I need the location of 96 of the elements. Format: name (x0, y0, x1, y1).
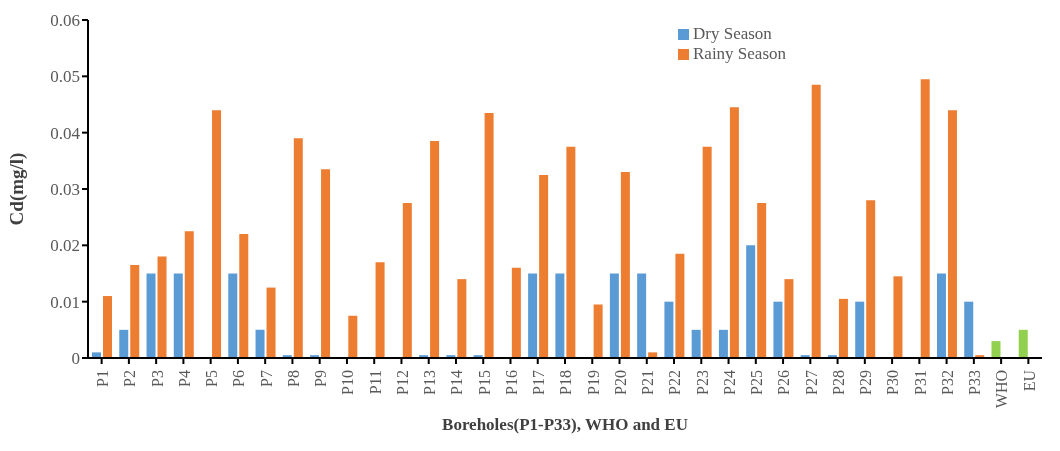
bar (484, 112, 494, 358)
legend-label: Dry Season (693, 24, 772, 44)
bar (457, 279, 467, 358)
x-tick-label: P31 (911, 370, 929, 395)
bar (757, 203, 767, 358)
x-tick-label: P20 (611, 370, 629, 395)
bar (991, 341, 1001, 358)
bar (130, 265, 140, 358)
bar (1018, 329, 1028, 358)
bar (212, 110, 222, 358)
bar (920, 79, 930, 358)
x-tick-label: P28 (829, 370, 847, 395)
bar (430, 141, 440, 358)
bar (293, 138, 303, 358)
bar (103, 296, 112, 358)
bar (675, 253, 685, 358)
bar (539, 174, 549, 358)
bar (811, 84, 821, 358)
y-tick-label: 0.05 (50, 67, 80, 87)
x-tick-label: P13 (421, 370, 439, 395)
bar (321, 169, 331, 358)
x-tick-label: P17 (530, 370, 548, 395)
x-tick-label: P27 (802, 370, 820, 395)
x-tick-label: P1 (93, 370, 111, 387)
x-tick-label: P9 (312, 370, 330, 387)
bar (773, 301, 783, 358)
bar (173, 273, 183, 358)
bar (784, 279, 794, 358)
bar (239, 234, 249, 358)
x-tick-label: P10 (339, 370, 357, 395)
x-tick-label: P3 (148, 370, 166, 387)
bar (375, 262, 385, 358)
bar (593, 304, 603, 358)
x-tick-label: P32 (938, 370, 956, 395)
bar (146, 273, 156, 358)
bar (691, 329, 701, 358)
y-tick-label: 0 (71, 349, 80, 369)
x-tick-label: P21 (639, 370, 657, 395)
x-tick-label: WHO (993, 370, 1011, 409)
x-tick-label: P30 (884, 370, 902, 395)
bar (702, 146, 712, 358)
x-tick-label: P18 (557, 370, 575, 395)
x-tick-label: P25 (748, 370, 766, 395)
bar (555, 273, 565, 358)
bar (609, 273, 619, 358)
bar (855, 301, 865, 358)
x-tick-label: P4 (175, 370, 193, 387)
x-tick-label: P15 (475, 370, 493, 395)
x-tick-label: P7 (257, 370, 275, 387)
y-tick-label: 0.03 (50, 180, 80, 200)
y-tick-label: 0.02 (50, 236, 80, 256)
x-tick-label: P19 (584, 370, 602, 395)
x-tick-label: P6 (230, 370, 248, 387)
x-axis-title: Boreholes(P1-P33), WHO and EU (442, 415, 688, 434)
x-tick-label: EU (1020, 369, 1038, 392)
bar (255, 329, 265, 358)
x-tick-label: P33 (966, 370, 984, 395)
x-tick-label: P29 (857, 370, 875, 395)
legend-label: Rainy Season (693, 44, 787, 64)
x-tick-label: P16 (502, 370, 520, 395)
bar (947, 110, 957, 358)
bar (893, 276, 903, 358)
bar (119, 329, 129, 358)
bar (228, 273, 238, 358)
bar (936, 273, 946, 358)
bar (511, 267, 521, 358)
x-tick-label: P11 (366, 370, 384, 395)
bar (620, 172, 630, 358)
bar (718, 329, 728, 358)
bar (566, 146, 576, 358)
x-tick-label: P22 (666, 370, 684, 395)
x-tick-label: P26 (775, 370, 793, 395)
bar (964, 301, 974, 358)
bar (157, 256, 167, 358)
bar (866, 200, 876, 358)
x-tick-label: P2 (121, 370, 139, 387)
x-tick-label: P14 (448, 370, 466, 395)
bar (637, 273, 647, 358)
x-tick-label: P8 (284, 370, 302, 387)
y-tick-label: 0.06 (50, 11, 80, 31)
bar (528, 273, 538, 358)
x-tick-label: P24 (720, 370, 738, 395)
bar (402, 203, 412, 358)
x-tick-label: P23 (693, 370, 711, 395)
bar (664, 301, 674, 358)
y-axis-title: Cd(mg/l) (5, 152, 28, 226)
y-tick-label: 0.04 (50, 123, 81, 143)
bar (838, 298, 848, 358)
x-tick-label: P5 (203, 370, 221, 387)
bar (184, 231, 194, 358)
bar (746, 245, 756, 358)
bar (348, 315, 358, 358)
bar (266, 287, 276, 358)
bar (729, 107, 739, 358)
y-tick-label: 0.01 (50, 292, 80, 312)
x-tick-label: P12 (393, 370, 411, 395)
